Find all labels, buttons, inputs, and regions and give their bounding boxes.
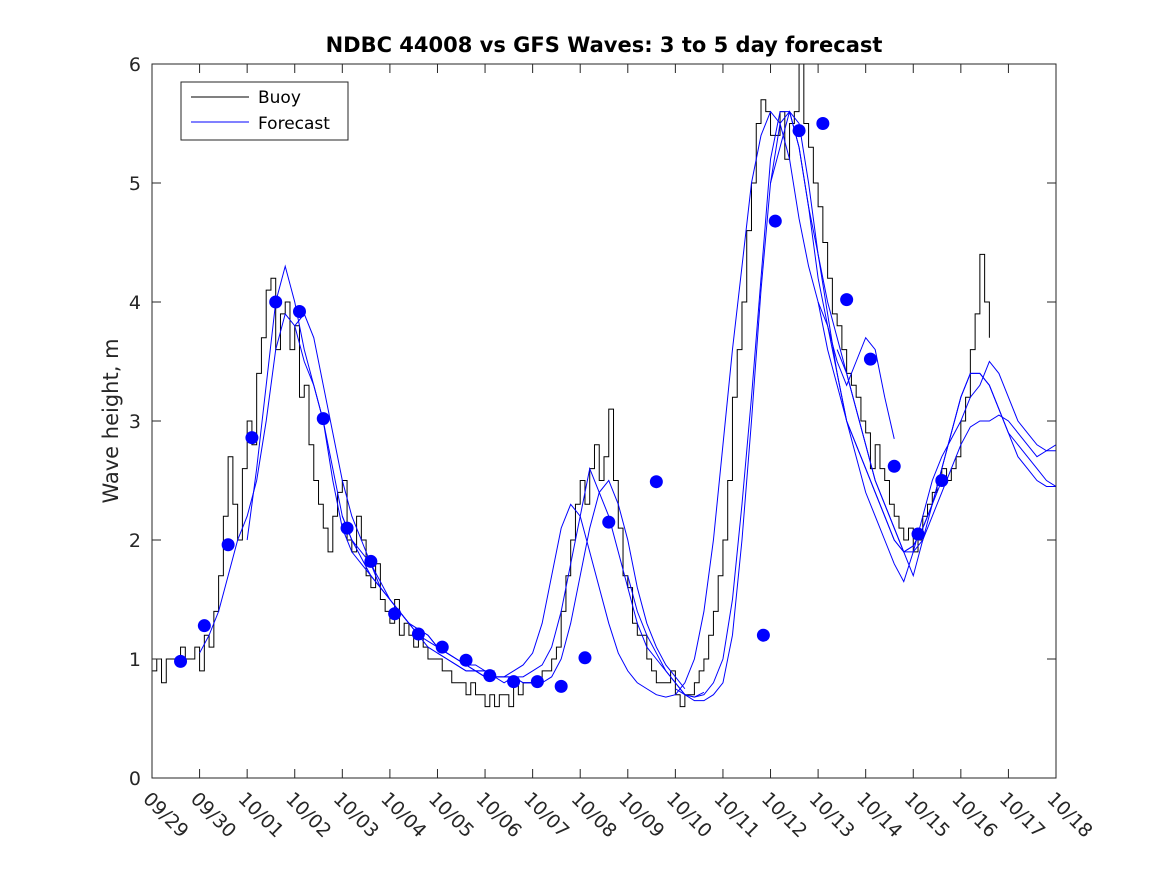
y-tick-label: 0 bbox=[129, 768, 141, 790]
forecast-point bbox=[483, 669, 497, 683]
y-tick-label: 3 bbox=[129, 411, 141, 433]
forecast-series-line-10 bbox=[836, 349, 1056, 578]
forecast-point bbox=[530, 675, 544, 689]
y-tick-label: 4 bbox=[129, 292, 141, 314]
forecast-point bbox=[340, 521, 354, 535]
forecast-point bbox=[388, 607, 402, 621]
y-axis-title: Wave height, m bbox=[99, 338, 123, 503]
forecast-point bbox=[649, 475, 663, 489]
forecast-point bbox=[507, 675, 521, 689]
forecast-point bbox=[197, 619, 211, 633]
y-tick-label: 1 bbox=[129, 649, 141, 671]
forecast-point bbox=[245, 431, 259, 445]
forecast-point bbox=[911, 527, 925, 541]
forecast-point bbox=[863, 352, 877, 366]
buoy-series-line bbox=[152, 64, 990, 708]
forecast-point bbox=[364, 554, 378, 568]
forecast-point bbox=[792, 124, 806, 138]
plot-area bbox=[152, 64, 1056, 778]
forecast-point bbox=[840, 293, 854, 307]
forecast-point bbox=[887, 459, 901, 473]
forecast-point bbox=[269, 295, 283, 309]
forecast-point bbox=[316, 412, 330, 426]
forecast-point bbox=[459, 653, 473, 667]
y-tick-label: 2 bbox=[129, 530, 141, 552]
forecast-point bbox=[174, 654, 188, 668]
forecast-point bbox=[756, 628, 770, 642]
forecast-point bbox=[768, 214, 782, 228]
forecast-series-line-9 bbox=[817, 301, 1056, 553]
forecast-point bbox=[935, 474, 949, 487]
plot-series bbox=[152, 64, 1056, 708]
legend-box bbox=[180, 81, 349, 141]
forecast-point bbox=[816, 117, 830, 130]
forecast-point bbox=[554, 679, 568, 693]
forecast-point bbox=[602, 515, 616, 529]
forecast-point bbox=[292, 305, 306, 319]
legend: Buoy Forecast bbox=[180, 81, 349, 141]
chart-title: NDBC 44008 vs GFS Waves: 3 to 5 day fore… bbox=[326, 33, 883, 57]
legend-forecast-label: Forecast bbox=[258, 114, 330, 134]
y-tick-label: 5 bbox=[129, 173, 141, 195]
forecast-point bbox=[578, 651, 592, 665]
forecast-point bbox=[435, 640, 449, 654]
forecast-series-line-4 bbox=[341, 466, 705, 698]
forecast-point bbox=[411, 627, 425, 641]
forecast-point bbox=[221, 538, 235, 552]
y-tick-label: 6 bbox=[129, 54, 141, 76]
legend-buoy-label: Buoy bbox=[258, 88, 301, 108]
